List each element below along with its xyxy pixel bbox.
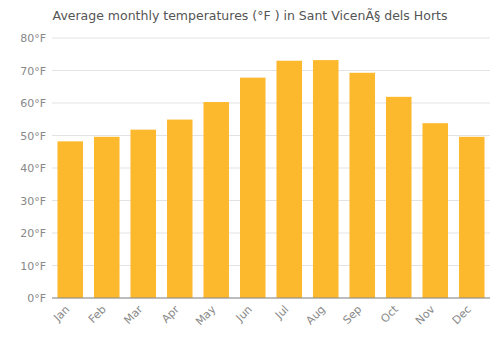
x-tick-label: Feb <box>86 303 109 326</box>
bar <box>240 78 266 298</box>
x-tick-label: Jul <box>272 303 291 322</box>
x-tick-label: Jun <box>233 303 255 325</box>
y-tick-label: 30°F <box>20 195 46 208</box>
y-tick-label: 0°F <box>27 292 46 305</box>
bars <box>57 60 484 298</box>
grid-line <box>52 103 490 104</box>
y-tick-label: 80°F <box>20 32 46 45</box>
x-tick-label: Jan <box>50 303 72 325</box>
bar <box>276 61 302 298</box>
y-tick-label: 70°F <box>20 65 46 78</box>
x-tick-label: Sep <box>341 303 365 327</box>
bar <box>349 73 375 298</box>
x-tick-label: Aug <box>303 303 327 327</box>
x-tick-label: Oct <box>378 302 401 325</box>
y-tick-label: 40°F <box>20 162 46 175</box>
grid-line <box>52 70 490 71</box>
x-tick-label: Nov <box>413 303 438 328</box>
bar <box>57 141 83 298</box>
x-axis-line <box>52 298 490 299</box>
y-tick-label: 20°F <box>20 227 46 240</box>
x-tick-label: Apr <box>159 303 182 326</box>
x-axis: Jan Feb Mar Apr May Jun Jul Aug Sep Oct Nov Dec <box>50 302 473 328</box>
bar <box>386 97 412 298</box>
title: Average monthly temperatures (°F ) in Sa… <box>53 8 448 23</box>
y-tick-label: 50°F <box>20 130 46 143</box>
x-tick-label: Mar <box>121 303 145 327</box>
bar <box>130 130 156 298</box>
bar <box>203 102 229 298</box>
x-tick-label: Dec <box>450 303 474 327</box>
grid-line <box>52 38 490 39</box>
chart-container: 0°F 10°F 20°F 30°F 40°F 50°F 60°F 70°F 80°F Jan Fe… <box>0 0 500 350</box>
grid <box>52 38 490 298</box>
bar <box>422 123 448 298</box>
y-tick-label: 10°F <box>20 260 46 273</box>
bar <box>94 137 120 298</box>
chart: 0°F 10°F 20°F 30°F 40°F 50°F 60°F 70°F 80°F Jan Fe… <box>0 0 500 350</box>
bar <box>313 60 339 298</box>
y-axis: 0°F 10°F 20°F 30°F 40°F 50°F 60°F 70°F 80°F <box>20 32 46 305</box>
bar <box>167 120 193 298</box>
x-tick-label: May <box>193 303 219 329</box>
bar <box>459 137 485 298</box>
y-tick-label: 60°F <box>20 97 46 110</box>
grid-line <box>52 298 490 299</box>
